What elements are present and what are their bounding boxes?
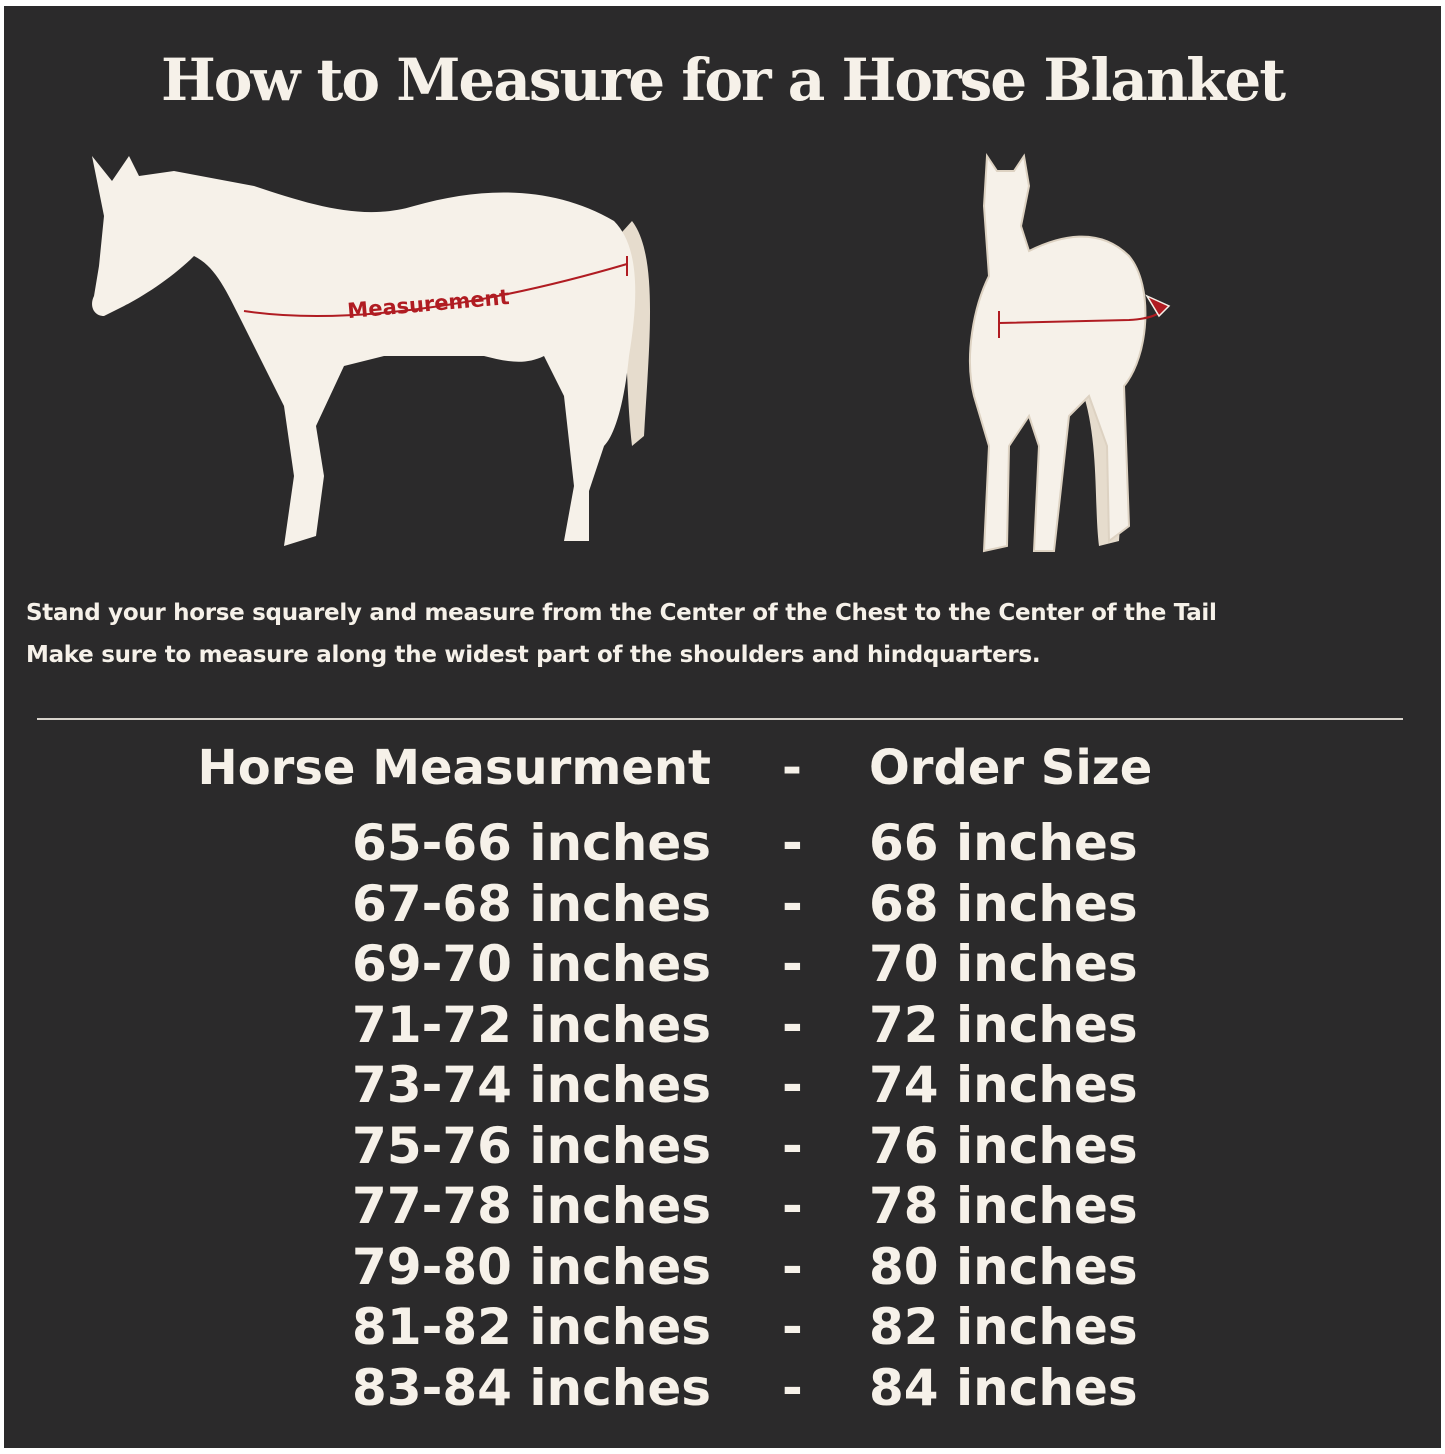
- row-separator: -: [782, 1056, 803, 1114]
- row-measurement: 79-80 inches: [352, 1237, 711, 1296]
- table-row: 77-78 inches - 78 inches: [4, 1177, 1441, 1237]
- table-row: 69-70 inches - 70 inches: [4, 935, 1441, 995]
- header-measurement: Horse Measurment: [197, 740, 711, 796]
- infographic-panel: How to Measure for a Horse Blanket Measu…: [4, 6, 1441, 1448]
- page-title: How to Measure for a Horse Blanket: [160, 46, 1286, 114]
- row-order-size: 74 inches: [869, 1056, 1138, 1114]
- table-row: 83-84 inches - 84 inches: [4, 1359, 1441, 1419]
- table-row: 67-68 inches - 68 inches: [4, 875, 1441, 935]
- row-separator: -: [782, 874, 803, 933]
- header-separator: -: [782, 740, 802, 796]
- row-order-size: 76 inches: [869, 1116, 1138, 1175]
- row-order-size: 80 inches: [869, 1237, 1138, 1296]
- row-measurement: 67-68 inches: [352, 874, 711, 933]
- row-separator: -: [782, 995, 803, 1054]
- horse-side-illustration: Measurement: [92, 156, 651, 546]
- instruction-line-2: Make sure to measure along the widest pa…: [26, 642, 1041, 668]
- row-measurement: 65-66 inches: [352, 814, 711, 872]
- row-measurement: 77-78 inches: [352, 1177, 711, 1235]
- horse-front-illustration: [969, 152, 1171, 553]
- table-header: Horse Measurment - Order Size: [4, 740, 1441, 800]
- row-order-size: 72 inches: [869, 995, 1138, 1054]
- row-order-size: 78 inches: [869, 1177, 1138, 1235]
- row-order-size: 82 inches: [869, 1298, 1138, 1356]
- row-separator: -: [782, 814, 803, 872]
- row-order-size: 70 inches: [869, 935, 1138, 993]
- row-separator: -: [782, 1116, 803, 1175]
- table-row: 71-72 inches - 72 inches: [4, 996, 1441, 1056]
- table-row: 73-74 inches - 74 inches: [4, 1056, 1441, 1116]
- table-row: 81-82 inches - 82 inches: [4, 1298, 1441, 1358]
- row-measurement: 81-82 inches: [352, 1298, 711, 1356]
- header-order-size: Order Size: [869, 740, 1153, 796]
- instruction-line-1: Stand your horse squarely and measure fr…: [26, 600, 1217, 626]
- table-row: 75-76 inches - 76 inches: [4, 1117, 1441, 1177]
- row-separator: -: [782, 1298, 803, 1356]
- row-measurement: 75-76 inches: [352, 1116, 711, 1175]
- row-measurement: 69-70 inches: [352, 935, 711, 993]
- row-separator: -: [782, 1237, 803, 1296]
- row-measurement: 73-74 inches: [352, 1056, 711, 1114]
- row-separator: -: [782, 935, 803, 993]
- table-row: 79-80 inches - 80 inches: [4, 1238, 1441, 1298]
- row-order-size: 84 inches: [869, 1358, 1138, 1417]
- arrow-icon: [1145, 294, 1171, 318]
- row-separator: -: [782, 1177, 803, 1235]
- row-separator: -: [782, 1358, 803, 1417]
- table-row: 65-66 inches - 66 inches: [4, 814, 1441, 874]
- row-measurement: 83-84 inches: [352, 1358, 711, 1417]
- divider: [37, 718, 1403, 720]
- row-order-size: 68 inches: [869, 874, 1138, 933]
- row-order-size: 66 inches: [869, 814, 1138, 872]
- row-measurement: 71-72 inches: [352, 995, 711, 1054]
